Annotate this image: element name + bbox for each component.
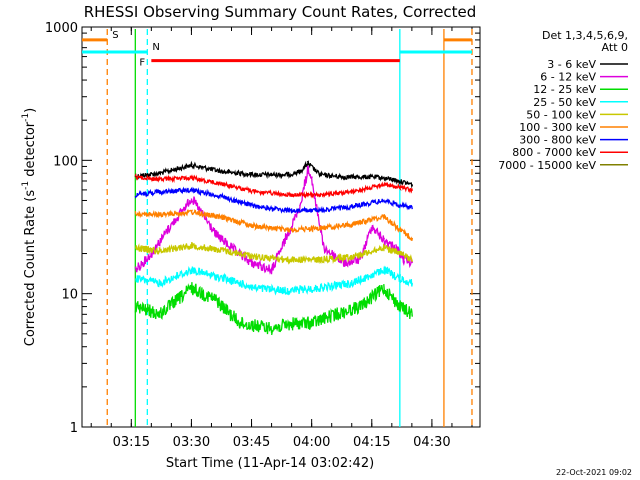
x-tick-label: 03:15: [113, 435, 150, 450]
y-label-sup: -1: [21, 181, 31, 190]
y-label-part: Corrected Count Rate (s: [23, 190, 38, 347]
y-tick-label: 10: [61, 288, 78, 303]
series-lines: [134, 160, 414, 336]
flag-label: S: [112, 30, 118, 41]
mode-flag-bars: S NF: [82, 30, 472, 69]
legend-header: Det 1,3,4,5,6,9,: [542, 29, 628, 42]
series-line: [134, 165, 413, 275]
y-tick-label: 100: [53, 154, 78, 169]
series-line: [134, 209, 414, 241]
plot-frame: [81, 26, 481, 428]
mode-vertical-lines: [106, 29, 473, 427]
x-tick-label: 03:45: [233, 435, 270, 450]
x-axis-label: Start Time (11-Apr-14 03:02:42): [166, 456, 374, 471]
y-tick-label: 1: [70, 421, 78, 436]
legend-label: 50 - 100 keV: [526, 108, 596, 121]
legend-label: 12 - 25 keV: [533, 83, 596, 96]
y-label-part: ): [23, 108, 38, 113]
y-axis-label: Corrected Count Rate (s-1 detector-1): [21, 108, 38, 346]
x-axis: 03:15 03:30 03:45 04:00 04:15 04:30: [90, 27, 473, 450]
series-line: [134, 282, 413, 336]
x-tick-label: 04:15: [353, 435, 390, 450]
legend-label: 7000 - 15000 keV: [498, 159, 596, 172]
legend-label: 6 - 12 keV: [540, 71, 596, 84]
x-tick-label: 03:30: [173, 435, 210, 450]
series-line: [135, 265, 413, 296]
chart-title: RHESSI Observing Summary Count Rates, Co…: [84, 3, 477, 21]
series-line: [134, 160, 414, 189]
legend-label: 800 - 7000 keV: [512, 146, 596, 159]
series-line: [134, 173, 413, 199]
series-line: [134, 186, 413, 215]
y-label-part: detector: [23, 121, 38, 181]
legend-label: 100 - 300 keV: [519, 121, 596, 134]
series-line: [135, 242, 413, 265]
x-tick-label: 04:30: [413, 435, 450, 450]
legend-label: 25 - 50 keV: [533, 96, 596, 109]
legend-label: 3 - 6 keV: [547, 58, 596, 71]
y-axis: 1 10 100 1000: [45, 21, 480, 436]
x-tick-label: 04:00: [293, 435, 330, 450]
legend-header: Att 0: [602, 41, 628, 54]
y-label-sup: -1: [21, 113, 31, 122]
flag-label: F: [139, 58, 145, 69]
legend-label: 300 - 800 keV: [519, 134, 596, 147]
footer-date: 22-Oct-2021 09:02: [556, 468, 632, 477]
y-tick-label: 1000: [45, 21, 78, 36]
flag-label: N: [152, 42, 159, 53]
